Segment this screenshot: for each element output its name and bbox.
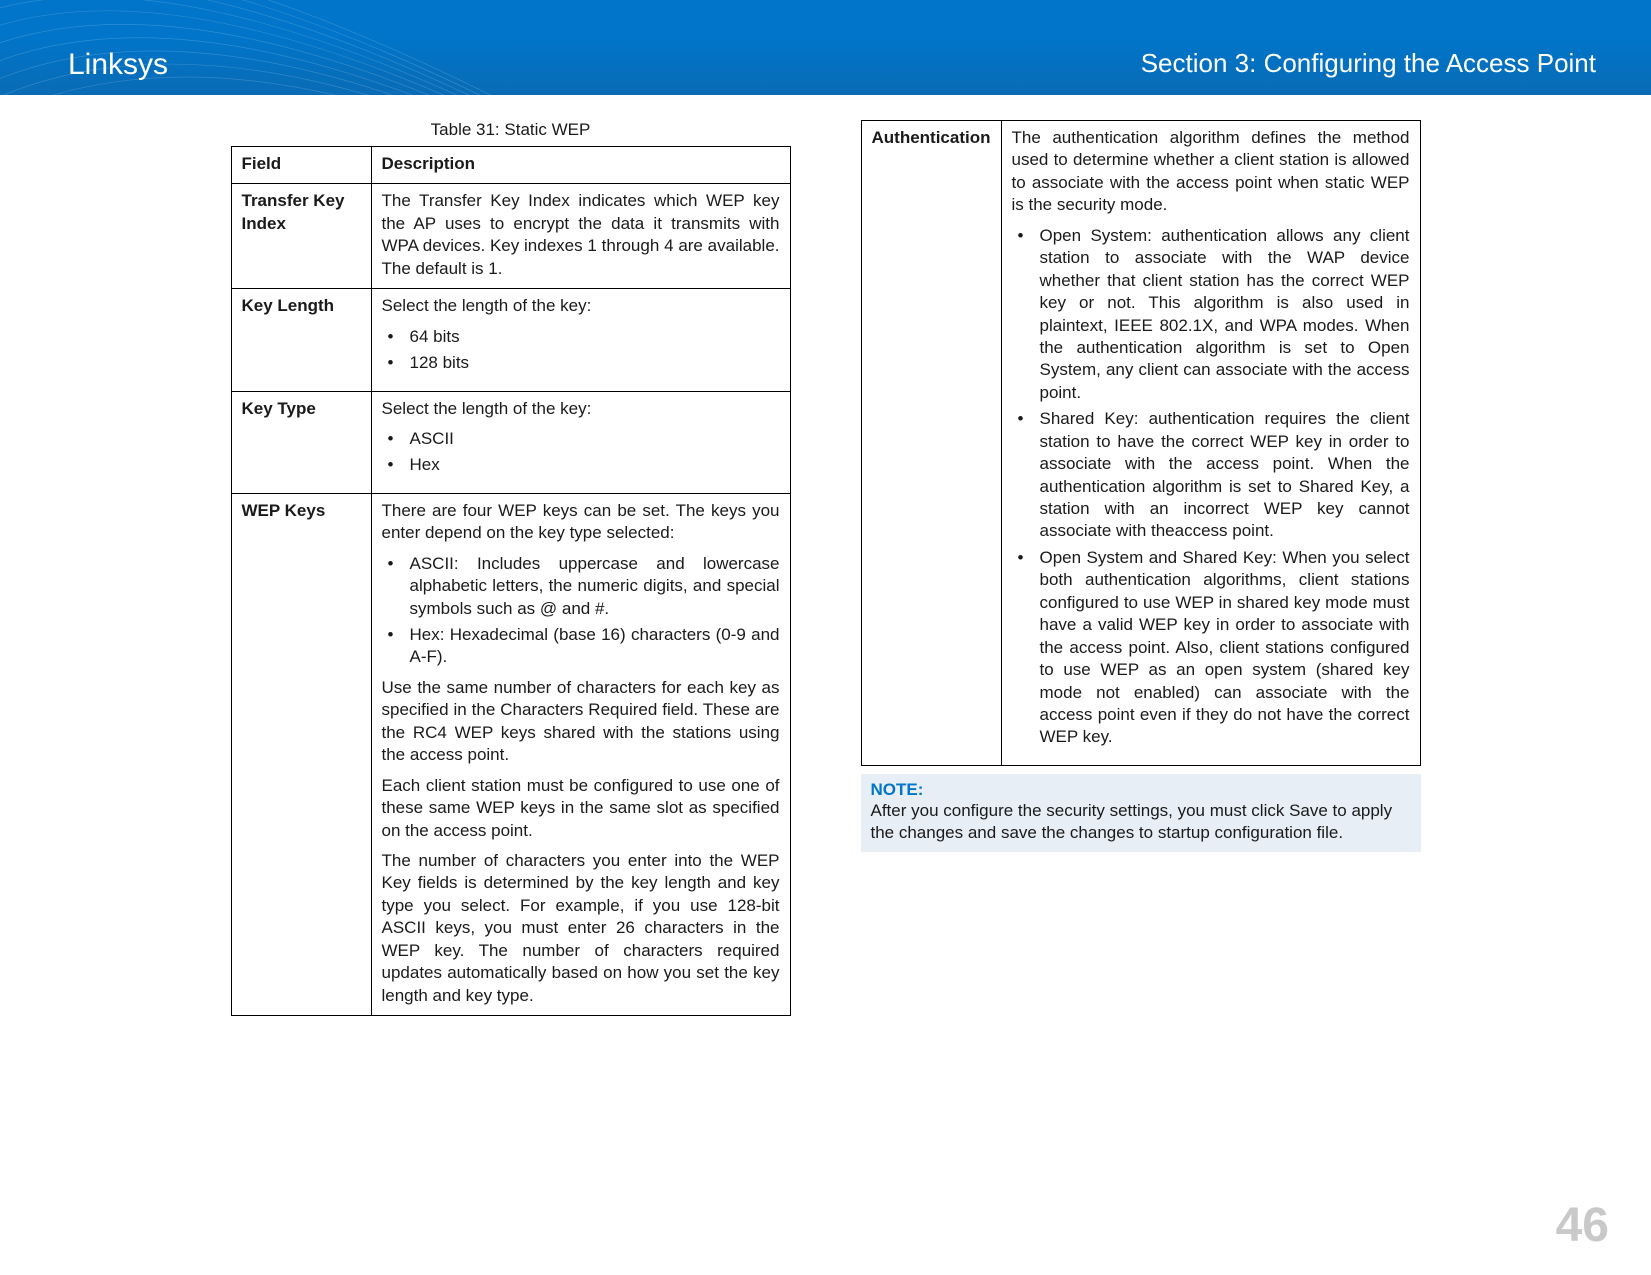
content-area: Table 31: Static WEP Field Description T… [0, 120, 1651, 1215]
table-row: Key Length Select the length of the key:… [231, 289, 790, 391]
desc-para: The authentication algorithm defines the… [1012, 127, 1410, 217]
static-wep-table-left: Field Description Transfer Key Index The… [231, 146, 791, 1016]
desc-para: The Transfer Key Index indicates which W… [382, 190, 780, 280]
table-row: Key Type Select the length of the key: A… [231, 391, 790, 493]
note-body: After you configure the security setting… [871, 800, 1411, 844]
page-header: Linksys Section 3: Configuring the Acces… [0, 0, 1651, 95]
page-number: 46 [1556, 1198, 1609, 1253]
desc-para: Use the same number of characters for ea… [382, 677, 780, 767]
list-item: Shared Key: authentication requires the … [1012, 408, 1410, 543]
desc-para: Each client station must be configured t… [382, 775, 780, 842]
desc-para: There are four WEP keys can be set. The … [382, 500, 780, 545]
document-page: Linksys Section 3: Configuring the Acces… [0, 0, 1651, 1275]
list-item: ASCII [382, 428, 780, 450]
desc-cell: Select the length of the key: 64 bits 12… [371, 289, 790, 391]
list-item: Open System: authentication allows any c… [1012, 225, 1410, 405]
desc-cell: The Transfer Key Index indicates which W… [371, 184, 790, 289]
note-box: NOTE: After you configure the security s… [861, 774, 1421, 852]
desc-cell: The authentication algorithm defines the… [1001, 121, 1420, 766]
list-item: Open System and Shared Key: When you sel… [1012, 547, 1410, 749]
table-row: Authentication The authentication algori… [861, 121, 1420, 766]
desc-list: 64 bits 128 bits [382, 326, 780, 375]
desc-cell: There are four WEP keys can be set. The … [371, 493, 790, 1015]
list-item: Hex: Hexadecimal (base 16) characters (0… [382, 624, 780, 669]
desc-list: Open System: authentication allows any c… [1012, 225, 1410, 749]
desc-para: Select the length of the key: [382, 295, 780, 317]
col-header-description: Description [371, 147, 790, 184]
table-caption: Table 31: Static WEP [231, 120, 791, 140]
list-item: 128 bits [382, 352, 780, 374]
list-item: ASCII: Includes uppercase and lowercase … [382, 553, 780, 620]
desc-cell: Select the length of the key: ASCII Hex [371, 391, 790, 493]
note-label: NOTE: [871, 780, 1411, 800]
desc-list: ASCII: Includes uppercase and lowercase … [382, 553, 780, 669]
left-column: Table 31: Static WEP Field Description T… [231, 120, 791, 1215]
list-item: Hex [382, 454, 780, 476]
table-row: WEP Keys There are four WEP keys can be … [231, 493, 790, 1015]
field-cell: Key Type [231, 391, 371, 493]
field-cell: Key Length [231, 289, 371, 391]
table-row: Transfer Key Index The Transfer Key Inde… [231, 184, 790, 289]
brand-label: Linksys [68, 48, 168, 82]
section-title: Section 3: Configuring the Access Point [1141, 48, 1596, 79]
field-cell: Transfer Key Index [231, 184, 371, 289]
field-cell: WEP Keys [231, 493, 371, 1015]
desc-para: Select the length of the key: [382, 398, 780, 420]
col-header-field: Field [231, 147, 371, 184]
table-header-row: Field Description [231, 147, 790, 184]
right-column: Authentication The authentication algori… [861, 120, 1421, 1215]
desc-list: ASCII Hex [382, 428, 780, 477]
field-cell: Authentication [861, 121, 1001, 766]
desc-para: The number of characters you enter into … [382, 850, 780, 1007]
list-item: 64 bits [382, 326, 780, 348]
static-wep-table-right: Authentication The authentication algori… [861, 120, 1421, 766]
